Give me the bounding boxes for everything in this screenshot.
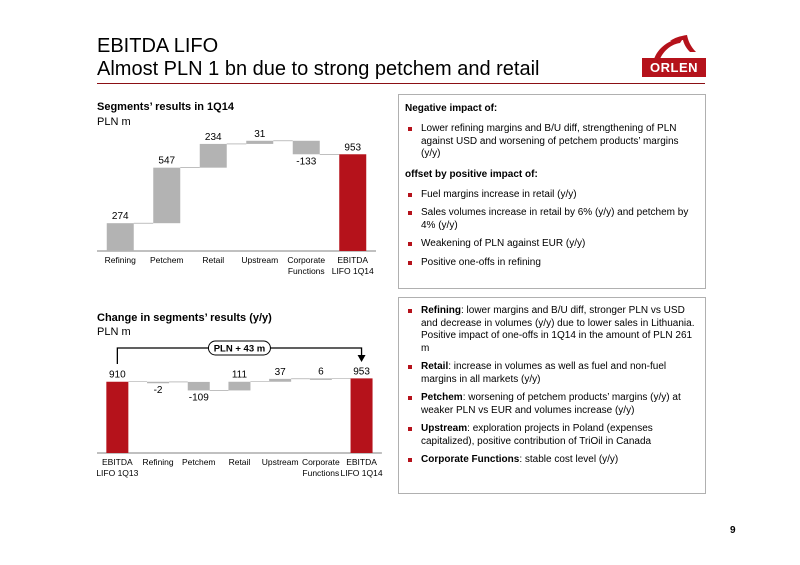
list-item: Sales volumes increase in retail by 6% (…: [405, 207, 697, 232]
data-label: 37: [275, 367, 287, 378]
change-bar: [269, 378, 292, 382]
data-label: 953: [353, 366, 370, 377]
total-bar: [339, 154, 367, 251]
list-item: Petchem: worsening of petchem products’ …: [405, 392, 697, 417]
data-label: 953: [344, 142, 361, 153]
list-item: Lower refining margins and B/U diff, str…: [405, 123, 697, 161]
category-label: EBITDA: [346, 457, 377, 467]
data-label: 547: [158, 156, 175, 167]
data-label: -109: [189, 392, 209, 403]
change-bar: [106, 223, 134, 251]
change-bar: [228, 381, 251, 391]
item-text: : increase in volumes as well as fuel an…: [421, 361, 667, 385]
item-label: Corporate Functions: [421, 454, 520, 465]
negative-impact-list: Lower refining margins and B/U diff, str…: [405, 123, 697, 161]
list-item: Positive one-offs in refining: [405, 257, 697, 270]
category-label: Petchem: [150, 255, 184, 265]
page-number: 9: [730, 525, 736, 536]
data-label: 234: [205, 132, 222, 143]
category-label: EBITDA: [337, 255, 368, 265]
data-label: 111: [232, 370, 248, 381]
change-bar: [147, 381, 170, 384]
item-label: Refining: [421, 305, 461, 316]
category-label: Retail: [202, 255, 224, 265]
data-label: 6: [318, 366, 324, 377]
category-label: LIFO 1Q14: [341, 468, 383, 478]
negative-impact-heading: Negative impact of:: [405, 103, 498, 114]
category-label: Upstream: [262, 457, 299, 467]
bracket-arrow-icon: [357, 355, 366, 362]
data-label: 274: [112, 211, 129, 222]
change-bar: [292, 140, 320, 155]
eagle-icon: [654, 35, 696, 59]
orlen-logo: ORLEN: [640, 32, 706, 78]
chart2-title: Change in segments’ results (y/y): [97, 312, 272, 324]
list-item: Fuel margins increase in retail (y/y): [405, 189, 697, 202]
category-label: Corporate: [287, 255, 325, 265]
title-rule: [97, 83, 705, 84]
list-item: Retail: increase in volumes as well as f…: [405, 361, 697, 386]
annotation-label: PLN + 43 m: [214, 344, 265, 355]
category-label: Functions: [302, 468, 339, 478]
negative-impact-panel: Negative impact of: Lower refining margi…: [398, 94, 706, 289]
category-label: LIFO 1Q14: [332, 266, 374, 276]
item-text: : stable cost level (y/y): [519, 454, 619, 465]
page-title-line-1: EBITDA LIFO: [97, 35, 219, 57]
category-label: Refining: [105, 255, 136, 265]
list-item: Refining: lower margins and B/U diff, st…: [405, 305, 697, 355]
item-text: : worsening of petchem products’ margins…: [421, 392, 681, 416]
chart1-unit: PLN m: [97, 116, 131, 128]
item-text: : exploration projects in Poland (expens…: [421, 423, 653, 447]
item-label: Petchem: [421, 392, 463, 403]
segments-results-chart: 274 Refining 547 Petchem 234 Retail 31 Upstream…: [97, 129, 376, 276]
category-label: Refining: [142, 457, 173, 467]
positive-impact-heading: offset by positive impact of:: [405, 168, 538, 180]
positive-impact-list: Fuel margins increase in retail (y/y) Sa…: [405, 189, 697, 270]
list-item: Upstream: exploration projects in Poland…: [405, 423, 697, 448]
data-label: -133: [296, 156, 316, 167]
change-bar: [246, 140, 274, 144]
list-item: Weakening of PLN against EUR (y/y): [405, 238, 697, 251]
segment-explanation-panel: Refining: lower margins and B/U diff, st…: [398, 297, 706, 494]
category-label: Functions: [288, 266, 325, 276]
category-label: Petchem: [182, 457, 216, 467]
change-bar: [187, 381, 210, 391]
data-label: 910: [109, 370, 126, 381]
item-text: : lower margins and B/U diff, stronger P…: [421, 305, 695, 354]
total-bar: [350, 378, 373, 453]
change-bar: [199, 143, 227, 168]
chart2-unit: PLN m: [97, 326, 131, 338]
change-bar: [309, 378, 332, 380]
logo-wordmark: ORLEN: [642, 58, 706, 77]
category-label: Upstream: [241, 255, 278, 265]
chart1-title: Segments’ results in 1Q14: [97, 101, 234, 113]
total-bar: [106, 381, 129, 453]
data-label: -2: [154, 385, 163, 396]
category-label: Retail: [229, 457, 251, 467]
annotation-pill: [207, 340, 271, 356]
data-label: 31: [254, 129, 266, 140]
category-label: LIFO 1Q13: [96, 468, 138, 478]
segment-explanation-list: Refining: lower margins and B/U diff, st…: [405, 305, 697, 467]
category-label: Corporate: [302, 457, 340, 467]
item-label: Retail: [421, 361, 449, 372]
category-label: EBITDA: [102, 457, 133, 467]
list-item: Corporate Functions: stable cost level (…: [405, 454, 697, 467]
page-title-line-2: Almost PLN 1 bn due to strong petchem an…: [97, 58, 540, 80]
item-label: Upstream: [421, 423, 468, 434]
change-bar: [153, 167, 181, 224]
